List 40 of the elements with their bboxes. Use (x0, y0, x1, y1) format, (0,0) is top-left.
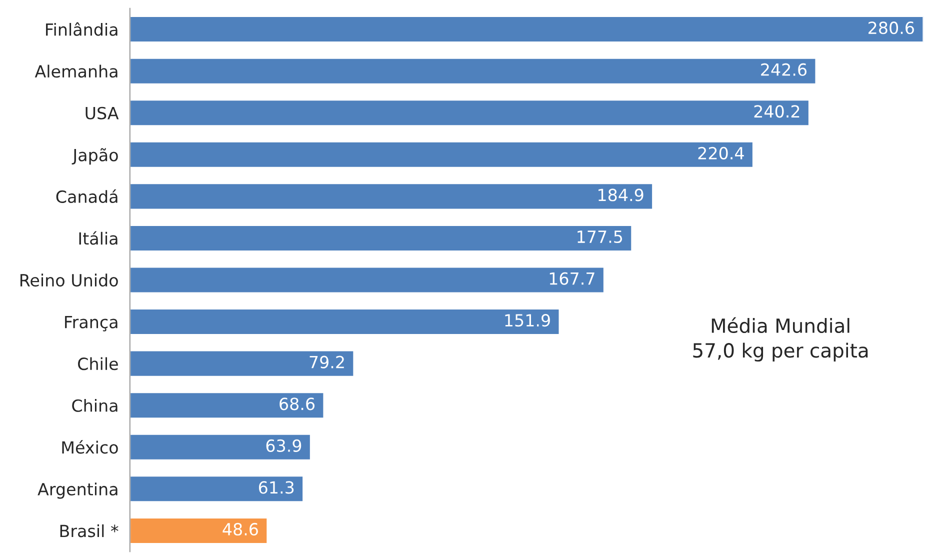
bar (130, 266, 605, 294)
bar (130, 308, 560, 336)
y-tick-label: México (62, 440, 118, 454)
y-tick-label: Alemanha (34, 64, 118, 78)
bar (130, 57, 817, 85)
data-label: 167.7 (550, 272, 594, 285)
y-tick-label: Argentina (38, 482, 118, 499)
bar (130, 224, 633, 252)
data-label: 242.6 (761, 63, 807, 76)
data-label: 177.5 (578, 230, 622, 244)
data-label: 48.6 (222, 522, 258, 536)
y-tick-label: China (72, 399, 118, 412)
data-label: 240.2 (754, 105, 800, 118)
data-label: 280.6 (868, 22, 914, 34)
data-label: 63.9 (266, 439, 302, 452)
y-tick-label: Itália (79, 231, 118, 245)
bar (130, 392, 325, 419)
bar (130, 433, 312, 461)
y-tick-label: França (65, 316, 118, 332)
y-tick-label: Reino Unido (20, 274, 118, 287)
data-label: 61.3 (258, 481, 294, 494)
bar (130, 182, 654, 210)
data-label: 68.6 (280, 398, 315, 410)
y-tick-label: Chile (78, 357, 118, 370)
data-label: 184.9 (598, 188, 644, 202)
bar (130, 141, 754, 168)
y-tick-label: Finlândia (46, 22, 118, 36)
y-tick-label: Japão (72, 148, 118, 165)
data-label: 79.2 (310, 356, 344, 368)
y-tick-label: USA (86, 106, 119, 120)
y-tick-label: Brasil * (60, 524, 118, 538)
bar (130, 99, 810, 127)
bar (130, 16, 924, 43)
bar (130, 350, 355, 378)
bar (130, 475, 304, 503)
annotation: Média Mundial 57,0 kg per capita (693, 317, 868, 362)
data-label: 220.4 (698, 146, 744, 160)
y-tick-label: Canadá (56, 189, 118, 203)
data-label: 151.9 (505, 314, 550, 327)
bar (130, 517, 268, 544)
